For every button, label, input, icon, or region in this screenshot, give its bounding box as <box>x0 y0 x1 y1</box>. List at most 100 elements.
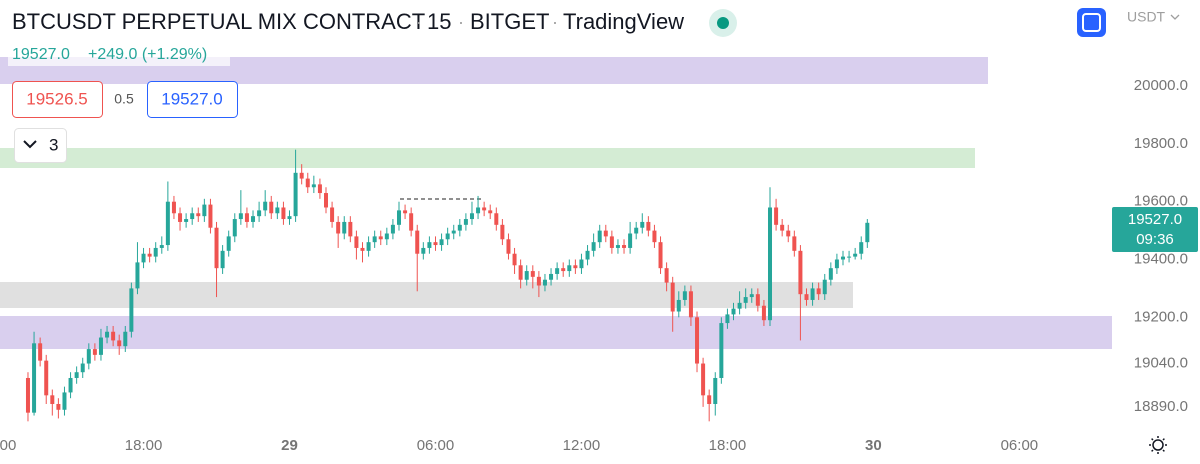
candle-body <box>50 395 55 404</box>
candle-body <box>488 210 493 214</box>
y-tick-label: 20000.0 <box>1134 77 1188 94</box>
separator: · <box>458 12 464 32</box>
candle-body <box>567 265 572 272</box>
candle-body <box>549 273 554 280</box>
candle-body <box>859 242 864 254</box>
quote-change: +249.0 (+1.29%) <box>88 46 207 63</box>
candle-body <box>232 219 237 237</box>
candle-body <box>165 201 170 246</box>
candle-body <box>409 213 414 231</box>
x-tick-label: 18:00 <box>125 437 163 454</box>
candle-body <box>524 271 529 280</box>
candle-body <box>445 233 450 240</box>
y-tick-label: 19200.0 <box>1134 308 1188 325</box>
candle-body <box>701 363 706 396</box>
candle-body <box>178 213 183 222</box>
currency[interactable]: USDT <box>1127 9 1166 25</box>
candle-body <box>214 227 219 269</box>
candle-body <box>123 331 128 347</box>
candle-body <box>792 236 797 251</box>
candle-body <box>366 242 371 251</box>
candle-body <box>263 201 268 211</box>
candle-body <box>111 331 116 341</box>
x-tick-label: 30 <box>865 437 882 454</box>
candle-body <box>238 213 243 220</box>
candle-body <box>25 377 30 413</box>
candle-body <box>311 184 316 188</box>
candle-body <box>92 349 97 355</box>
y-tick-label: 19400.0 <box>1134 250 1188 267</box>
candle-body <box>573 265 578 269</box>
exchange: BITGET <box>470 9 549 34</box>
candle-body <box>451 230 456 234</box>
candle-body <box>476 207 481 214</box>
candle-body <box>129 288 134 332</box>
candle-body <box>506 239 511 254</box>
candle-body <box>372 236 377 243</box>
candle-body <box>324 193 329 208</box>
candle-body <box>810 288 815 300</box>
candle-body <box>780 224 785 231</box>
theme-icon[interactable] <box>1149 436 1167 454</box>
candle-body <box>482 207 487 211</box>
fullscreen-button[interactable] <box>1077 8 1106 37</box>
x-tick-label: 06:00 <box>417 437 455 454</box>
candle-body <box>853 253 858 257</box>
candle-body <box>603 230 608 237</box>
candle-body <box>865 222 870 243</box>
candle-body <box>384 233 389 240</box>
candle-body <box>591 242 596 251</box>
interval: 15 <box>427 9 451 34</box>
candle-body <box>287 216 292 220</box>
candle-body <box>536 276 541 286</box>
candle-body <box>275 207 280 214</box>
price-axis: 20000.0 19800.0 19600.0 19400.0 19200.0 19040… <box>0 77 1188 454</box>
separator: · <box>552 12 558 32</box>
candle-body <box>305 178 310 188</box>
candle-body <box>86 349 91 364</box>
x-tick-label: 18:00 <box>709 437 747 454</box>
y-tick-label: 19800.0 <box>1134 135 1188 152</box>
candle-body <box>652 230 657 243</box>
plot <box>25 149 870 422</box>
quote-bg <box>8 42 230 66</box>
candle-body <box>688 291 693 318</box>
price-tag <box>1112 207 1198 252</box>
candle-body <box>725 314 730 324</box>
sell-button[interactable] <box>12 81 103 118</box>
candle-body <box>585 250 590 260</box>
indicators-toggle[interactable] <box>14 128 67 163</box>
candle-body <box>622 245 627 248</box>
candle-body <box>403 210 408 214</box>
candle-body <box>682 291 687 300</box>
candle-body <box>62 392 67 410</box>
x-tick-label: 12:00 <box>0 437 16 454</box>
candle-body <box>561 268 566 272</box>
candle-body <box>293 172 298 217</box>
candle-body <box>330 207 335 222</box>
candle-body <box>457 224 462 231</box>
y-tick-label: 18890.0 <box>1134 398 1188 415</box>
candle-body <box>640 221 645 228</box>
candle-body <box>840 256 845 260</box>
candle-body <box>135 262 140 289</box>
buy-button[interactable] <box>147 81 238 118</box>
candle-body <box>56 403 61 410</box>
candle-body <box>117 340 122 347</box>
candle-body <box>469 213 474 220</box>
candle-body <box>396 210 401 225</box>
x-tick-label: 12:00 <box>563 437 601 454</box>
candle-body <box>80 363 85 373</box>
candle-body <box>68 377 73 393</box>
candle-body <box>159 245 164 248</box>
candle-body <box>147 253 152 257</box>
candle-body <box>360 247 365 251</box>
x-tick-label: 06:00 <box>1001 437 1039 454</box>
candle-body <box>421 247 426 254</box>
symbol-title: BTCUSDT PERPETUAL MIX CONTRACT <box>12 9 425 34</box>
candle-body <box>609 236 614 248</box>
toggle-caret <box>23 140 37 149</box>
candle-body <box>774 207 779 225</box>
candle-body <box>500 224 505 240</box>
y-tick-label: 19600.0 <box>1134 193 1188 210</box>
